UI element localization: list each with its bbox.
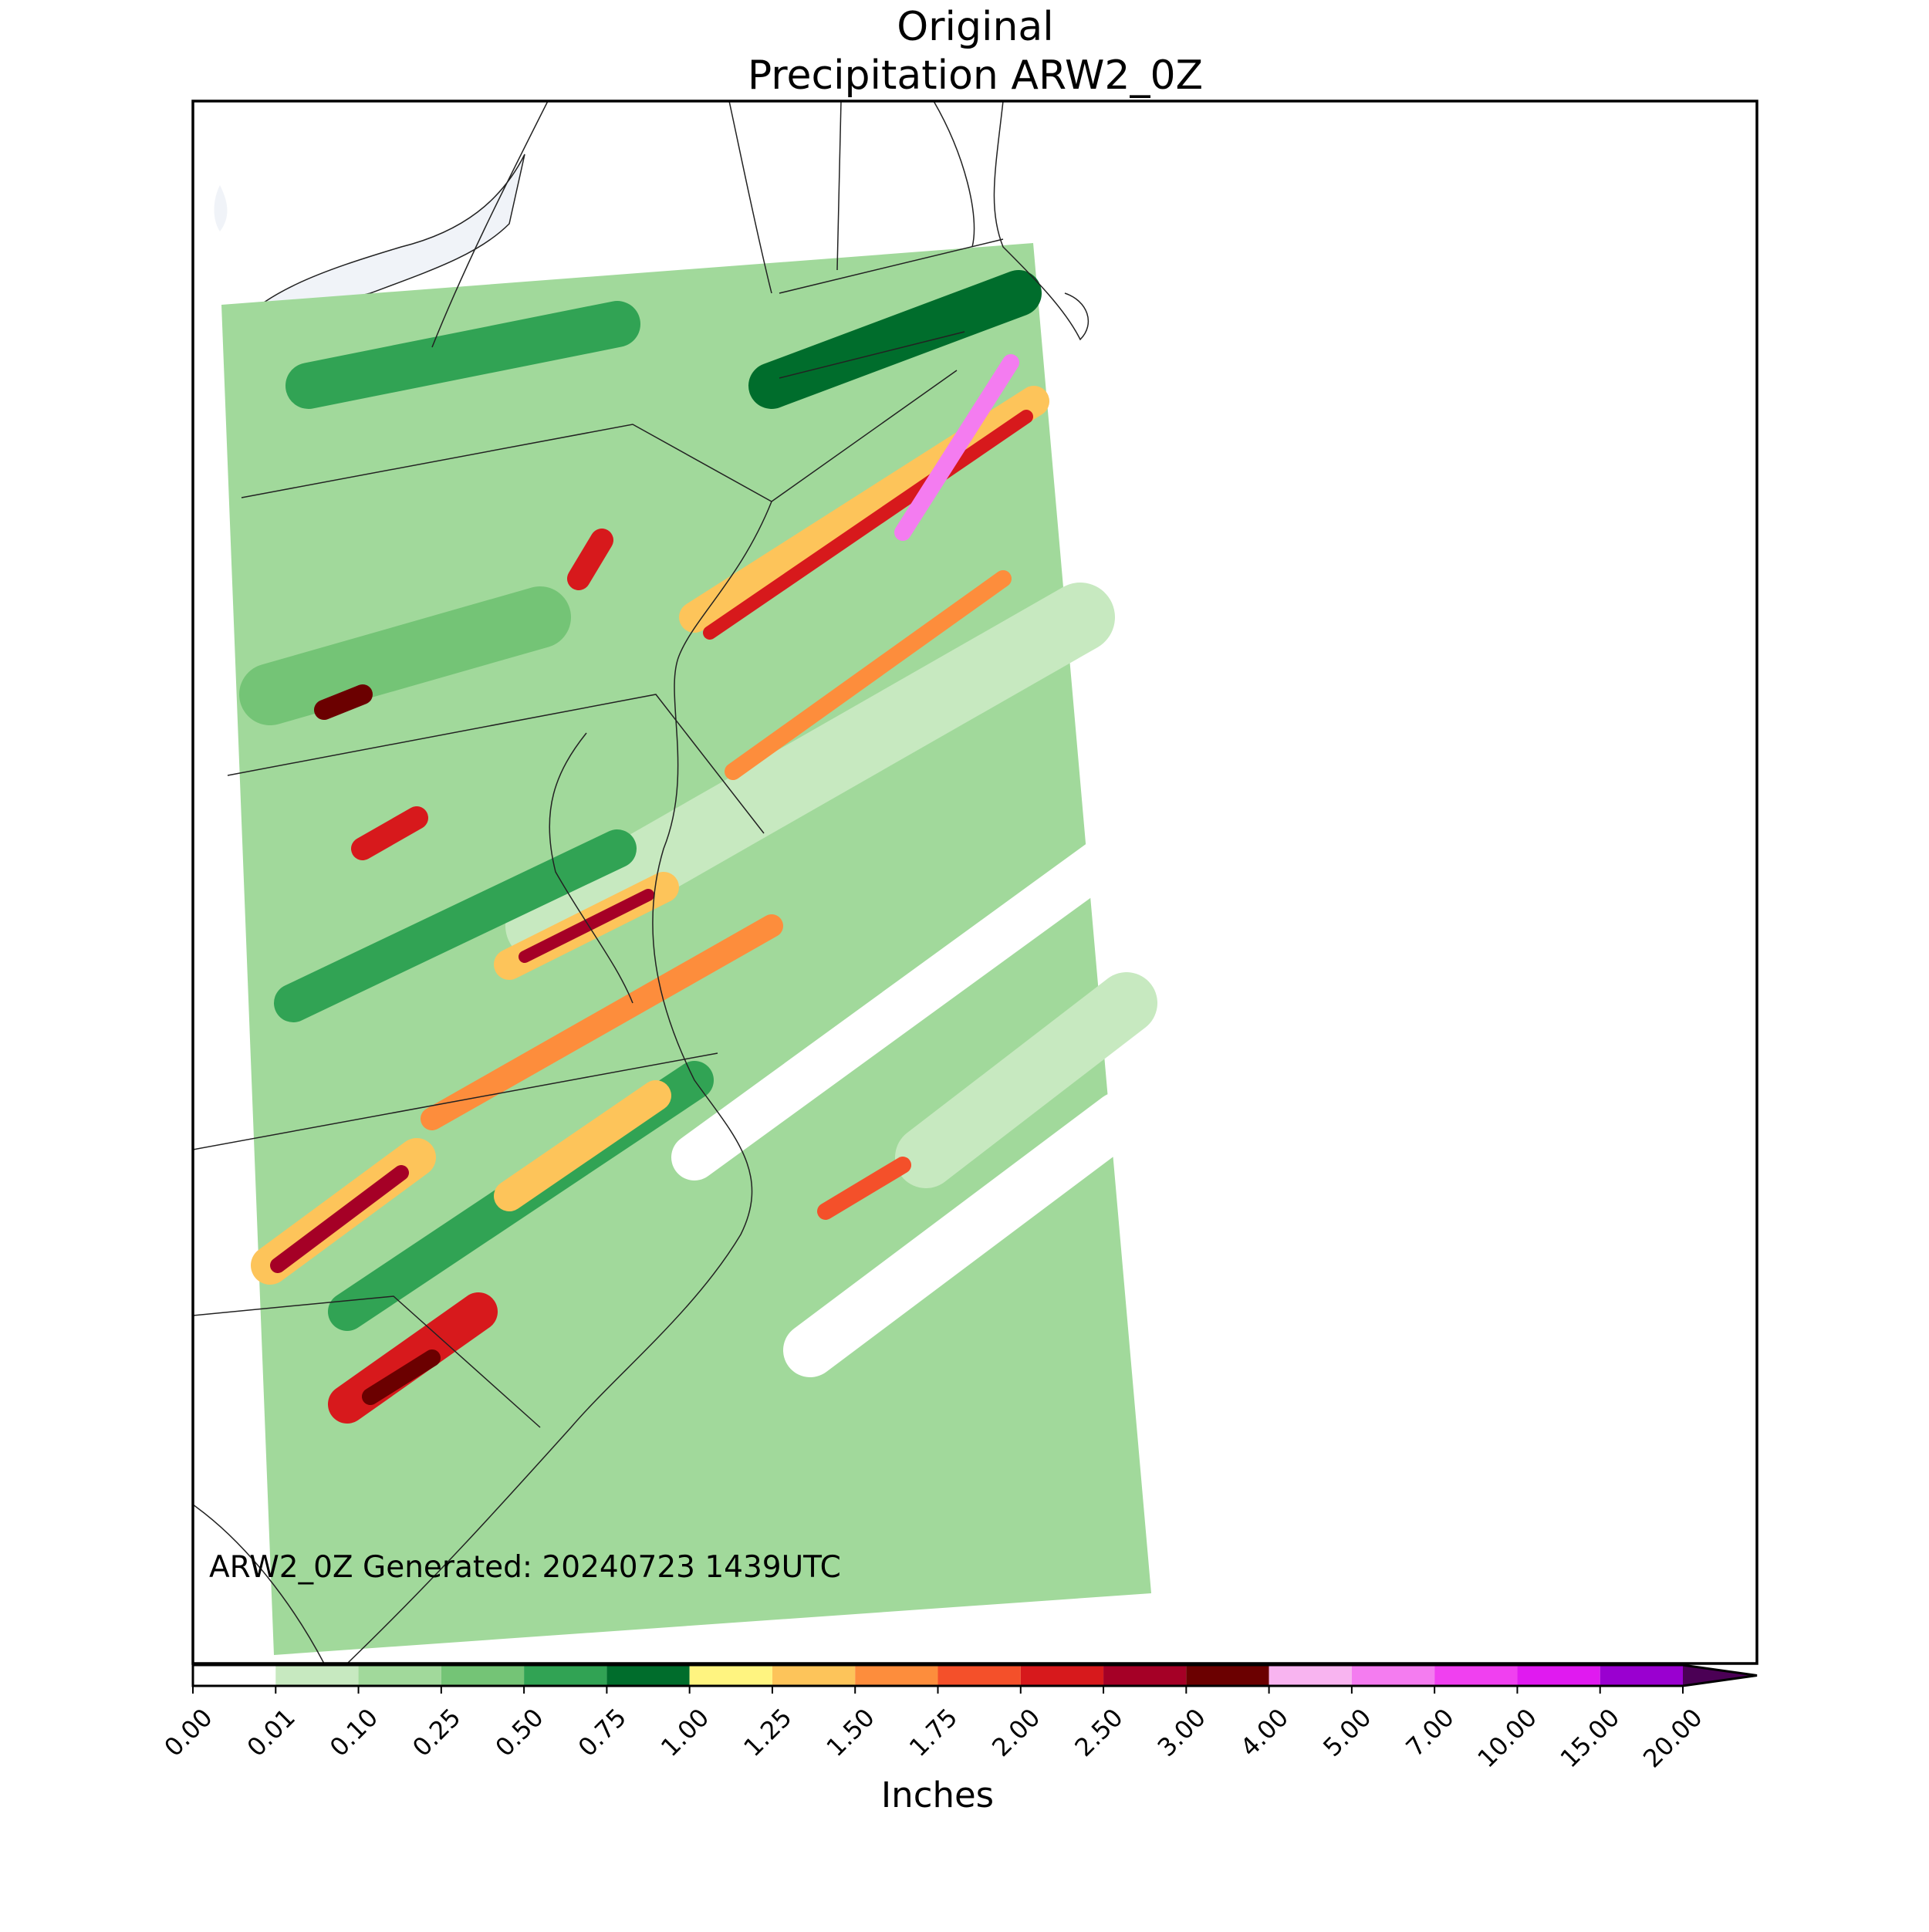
map-frame — [191, 100, 1758, 1665]
colorbar-segment — [855, 1665, 938, 1686]
colorbar-tick-label: 1.00 — [655, 1703, 715, 1762]
colorbar-segment — [1103, 1665, 1187, 1686]
colorbar-tick-label: 0.50 — [489, 1703, 549, 1762]
colorbar-tick-label: 7.00 — [1400, 1703, 1460, 1762]
colorbar-segment — [441, 1665, 525, 1686]
colorbar-tick-label: 3.00 — [1152, 1703, 1211, 1762]
colorbar-tick-label: 10.00 — [1471, 1703, 1542, 1774]
colorbar-segment — [1600, 1665, 1683, 1686]
colorbar-tick-label: 1.50 — [821, 1703, 880, 1762]
title-line: Original — [897, 4, 1053, 50]
colorbar-tick-label: 0.10 — [324, 1703, 383, 1762]
colorbar-label: Inches — [881, 1775, 994, 1815]
colorbar-tick-label: 20.00 — [1637, 1703, 1708, 1774]
colorbar-segment — [1517, 1665, 1600, 1686]
colorbar-segment — [772, 1665, 856, 1686]
colorbar-tick-label: 15.00 — [1555, 1703, 1626, 1774]
colorbar-tick-label: 0.75 — [573, 1703, 632, 1762]
colorbar-segment — [524, 1665, 607, 1686]
colorbar-tick-label: 1.75 — [904, 1703, 963, 1762]
precip-pattern — [239, 270, 1157, 1424]
colorbar-segment — [937, 1665, 1021, 1686]
annotation: ARW2_0Z Generated: 20240723 1439UTC — [209, 1550, 841, 1585]
borders — [193, 101, 1089, 1663]
colorbar-segment — [1269, 1665, 1352, 1686]
map — [193, 101, 1157, 1663]
lake — [214, 185, 228, 231]
colorbar-segment — [689, 1665, 772, 1686]
colorbar-tick-label: 0.01 — [242, 1703, 301, 1762]
colorbar-segment — [1186, 1665, 1269, 1686]
colorbar-tick-label: 5.00 — [1317, 1703, 1377, 1762]
colorbar-segment — [606, 1665, 690, 1686]
colorbar-tick-label: 1.25 — [738, 1703, 797, 1762]
title-line: Precipitation ARW2_0Z — [748, 52, 1203, 99]
colorbar-tick-label: 4.00 — [1235, 1703, 1294, 1762]
colorbar-tick-label: 2.00 — [986, 1703, 1046, 1762]
colorbar: 0.00 0.01 0.10 0.25 0.50 0.75 1.00 1.25 1.50 1.75… — [158, 1663, 1758, 1774]
colorbar-segment — [193, 1665, 276, 1686]
colorbar-segment — [358, 1665, 441, 1686]
colorbar-tick-label: 0.00 — [158, 1703, 218, 1762]
colorbar-extension — [1683, 1665, 1757, 1686]
colorbar-tick-label: 2.50 — [1069, 1703, 1128, 1762]
colorbar-segment — [1351, 1665, 1435, 1686]
colorbar-outline — [191, 1663, 1758, 1687]
colorbar-segment — [275, 1665, 359, 1686]
colorbar-segment — [1434, 1665, 1518, 1686]
colorbar-segment — [1020, 1665, 1104, 1686]
colorbar-tick-label: 0.25 — [407, 1703, 466, 1762]
